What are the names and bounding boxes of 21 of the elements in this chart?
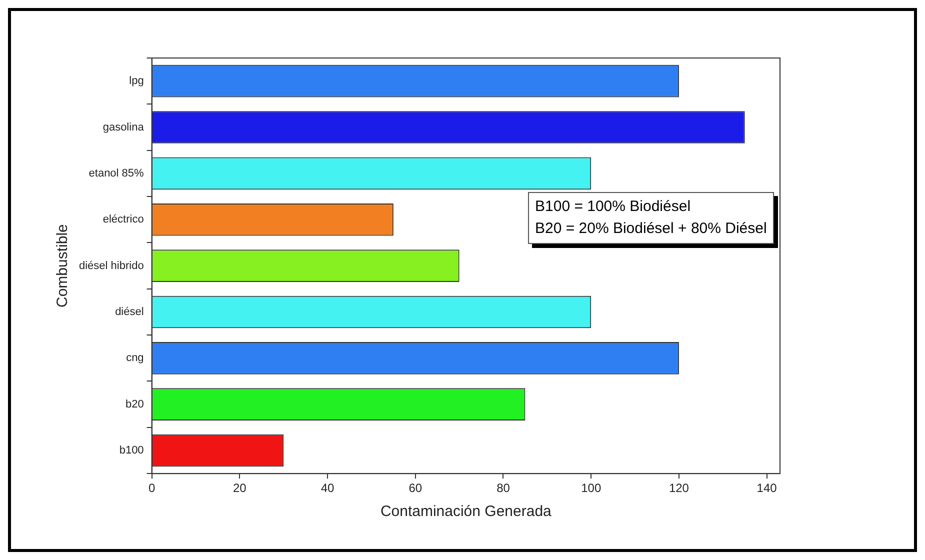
y-tick-label: etanol 85% <box>88 167 144 180</box>
y-tick-label: eléctrico <box>102 214 144 226</box>
x-tick-label: 100 <box>581 481 602 496</box>
annotation: B100 = 100% Biodiésel <box>535 197 692 217</box>
y-tick-label: lpg <box>129 75 144 88</box>
x-tick-label: 20 <box>232 481 247 496</box>
x-tick-label: 80 <box>496 481 510 496</box>
x-tick-label: 0 <box>148 481 156 496</box>
x-tick-label: 140 <box>756 481 778 496</box>
y-axis-title: Combustible <box>54 224 72 308</box>
y-tick-label: cng <box>126 352 144 364</box>
y-tick-label: gasolina <box>102 121 145 134</box>
y-tick-label: b100 <box>119 444 144 457</box>
x-axis-title: Contaminación Generada <box>380 503 552 520</box>
x-tick-label: 120 <box>668 481 690 496</box>
annotation: B20 = 20% Biodiésel + 80% Diésel <box>535 219 767 239</box>
y-tick-label: diésel <box>115 306 144 318</box>
x-tick-label: 60 <box>408 481 422 496</box>
y-tick-label: b20 <box>125 398 144 410</box>
y-tick-label: diésel hibrido <box>78 260 144 272</box>
x-tick-label: 40 <box>320 481 335 496</box>
